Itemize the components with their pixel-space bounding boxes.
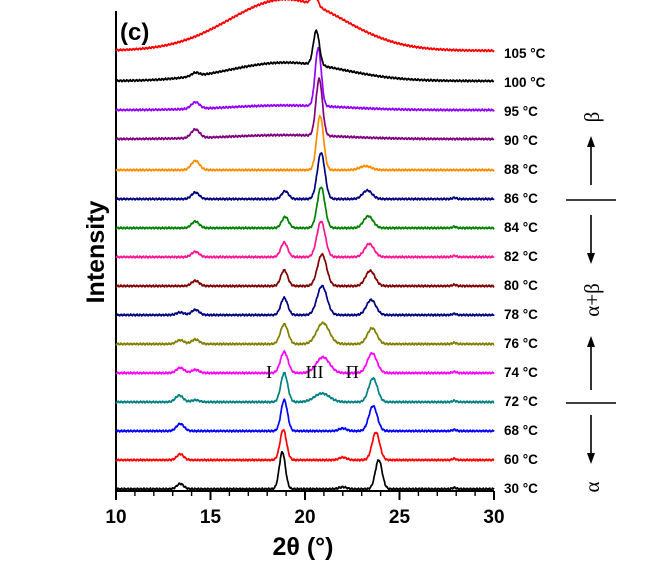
series-label: 90 °C (504, 133, 538, 148)
series-line (115, 77, 495, 141)
series-label: 82 °C (504, 249, 538, 264)
series-line (115, 398, 495, 433)
x-tick-labels: 10 15 20 25 30 (105, 507, 504, 528)
x-tick-label: 25 (389, 507, 411, 528)
series-label: 86 °C (504, 191, 538, 206)
series-label: 84 °C (504, 220, 538, 235)
panel-label: (c) (120, 19, 149, 46)
arrow-down-ab-head (587, 253, 595, 264)
x-tick-label: 10 (105, 507, 126, 528)
series-line (115, 284, 495, 317)
peak-label: Π (346, 362, 359, 382)
series-line (115, 428, 495, 462)
series-line (115, 371, 495, 404)
phase-label-alpha: α (580, 481, 604, 492)
peak-label: I (266, 362, 272, 382)
series-label: 60 °C (504, 452, 538, 467)
series-label: 74 °C (504, 365, 538, 380)
arrow-down-alpha-head (587, 453, 595, 464)
series-label: 95 °C (504, 104, 538, 119)
phase-indicator: β α+β α (566, 112, 616, 493)
x-tick-label: 20 (294, 507, 315, 528)
series-label: 80 °C (504, 278, 538, 293)
series-label: 88 °C (504, 162, 538, 177)
series-label: 78 °C (504, 307, 538, 322)
x-tick-label: 30 (483, 507, 504, 528)
series-labels: 30 °C 60 °C 68 °C 72 °C 74 °C 76 °C 78 °C 80 °C… (504, 46, 546, 496)
peak-label: III (305, 362, 323, 382)
y-axis-title: Intensity (82, 201, 110, 304)
series-group (115, 0, 495, 491)
arrow-up-beta-head (587, 136, 595, 147)
series-line (115, 186, 495, 230)
series-label: 76 °C (504, 336, 538, 351)
x-ticks (115, 491, 495, 500)
series-label: 30 °C (504, 481, 538, 496)
peak-labels: I III Π (266, 362, 359, 382)
series-label: 100 °C (504, 75, 546, 90)
series-label: 72 °C (504, 394, 538, 409)
series-line (115, 350, 495, 375)
plot-area: 10 15 20 25 30 30 °C 60 °C 68 °C 72 °C 74 °C 76 °… (105, 0, 546, 528)
series-line (115, 220, 495, 259)
x-axis-title: 2θ (°) (272, 533, 333, 561)
phase-label-beta: β (580, 112, 604, 123)
series-line (115, 252, 495, 288)
series-line (115, 321, 495, 346)
series-label: 105 °C (504, 46, 546, 61)
arrow-up-ab-head (587, 336, 595, 347)
series-line (115, 114, 495, 172)
phase-label-alpha-beta: α+β (580, 283, 604, 317)
series-line (115, 29, 495, 83)
x-tick-label: 15 (200, 507, 222, 528)
series-line (115, 152, 495, 201)
series-line (115, 46, 495, 112)
series-line (115, 0, 495, 53)
series-label: 68 °C (504, 423, 538, 438)
series-line (115, 450, 495, 491)
